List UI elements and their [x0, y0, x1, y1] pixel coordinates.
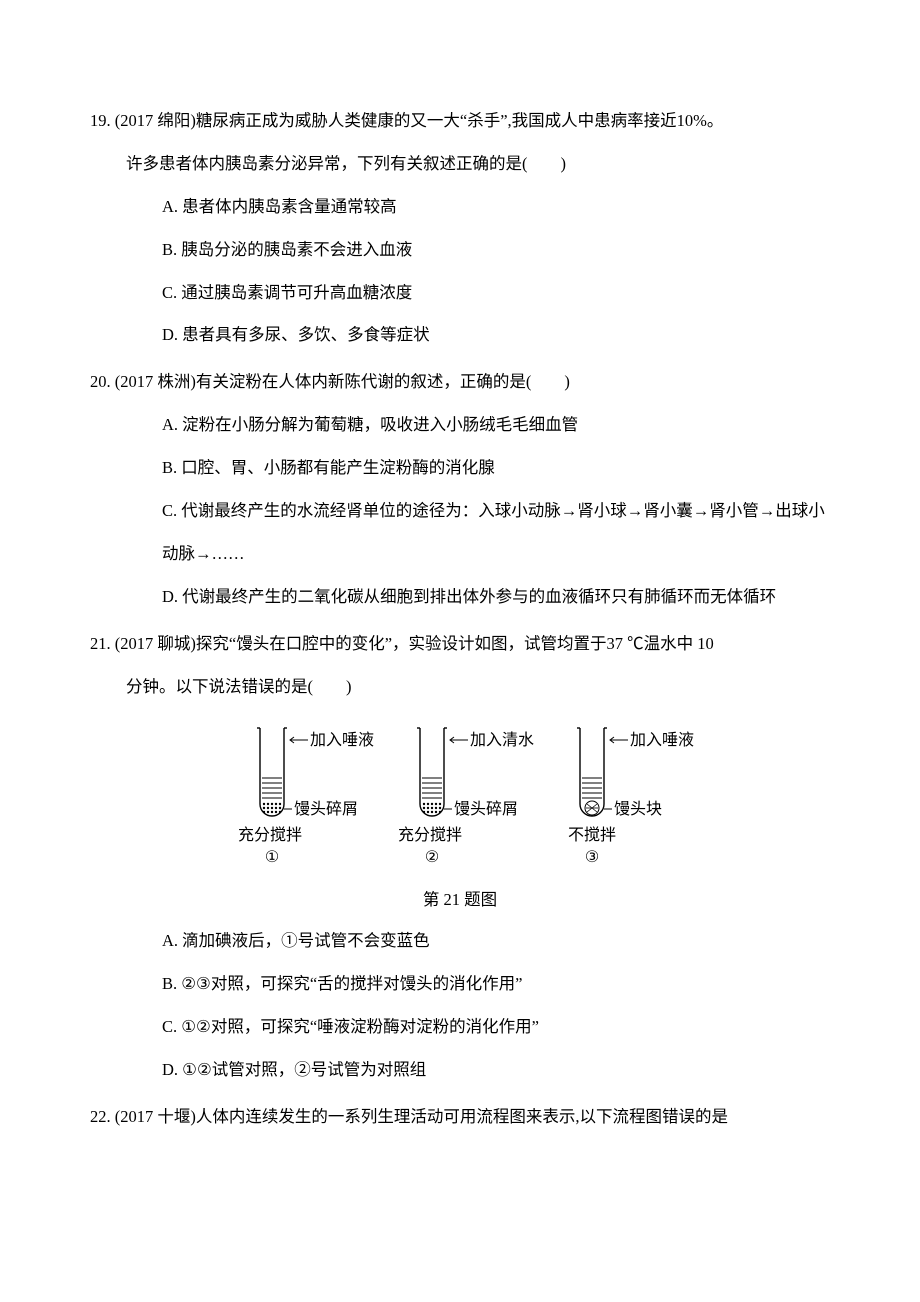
- svg-text:加入唾液: 加入唾液: [630, 731, 694, 749]
- option-a: A. 患者体内胰岛素含量通常较高: [162, 186, 830, 229]
- svg-text:充分搅拌: 充分搅拌: [398, 826, 462, 844]
- document-page: 19. (2017 绵阳)糖尿病正成为威胁人类健康的又一大“杀手”,我国成人中患…: [0, 0, 920, 1203]
- svg-text:充分搅拌: 充分搅拌: [238, 826, 302, 844]
- svg-text:不搅拌: 不搅拌: [568, 826, 616, 844]
- question-stem-cont: 分钟。以下说法错误的是( ): [90, 666, 830, 709]
- question-text: (2017 株洲)有关淀粉在人体内新陈代谢的叙述，正确的是( ): [115, 372, 570, 391]
- option-b: B. 口腔、胃、小肠都有能产生淀粉酶的消化腺: [162, 447, 830, 490]
- options: A. 淀粉在小肠分解为葡萄糖，吸收进入小肠绒毛毛细血管 B. 口腔、胃、小肠都有…: [90, 404, 830, 618]
- options: A. 滴加碘液后，①号试管不会变蓝色 B. ②③对照，可探究“舌的搅拌对馒头的消…: [90, 920, 830, 1092]
- svg-text:①: ①: [265, 849, 279, 866]
- option-b: B. 胰岛分泌的胰岛素不会进入血液: [162, 229, 830, 272]
- option-c: C. 通过胰岛素调节可升高血糖浓度: [162, 272, 830, 315]
- svg-text:加入清水: 加入清水: [470, 731, 534, 749]
- question-22: 22. (2017 十堰)人体内连续发生的一系列生理活动可用流程图来表示,以下流…: [90, 1096, 830, 1139]
- question-number: 21.: [90, 634, 111, 653]
- option-d: D. 患者具有多尿、多饮、多食等症状: [162, 314, 830, 357]
- option-a: A. 淀粉在小肠分解为葡萄糖，吸收进入小肠绒毛毛细血管: [162, 404, 830, 447]
- question-number: 20.: [90, 372, 111, 391]
- option-d: D. ①②试管对照，②号试管为对照组: [162, 1049, 830, 1092]
- svg-text:馒头碎屑: 馒头碎屑: [294, 800, 358, 818]
- options: A. 患者体内胰岛素含量通常较高 B. 胰岛分泌的胰岛素不会进入血液 C. 通过…: [90, 186, 830, 358]
- diagram-caption: 第 21 题图: [90, 880, 830, 920]
- svg-text:③: ③: [585, 849, 599, 866]
- option-a: A. 滴加碘液后，①号试管不会变蓝色: [162, 920, 830, 963]
- question-number: 22.: [90, 1107, 111, 1126]
- question-stem: 21. (2017 聊城)探究“馒头在口腔中的变化”，实验设计如图，试管均置于3…: [90, 623, 830, 666]
- svg-text:馒头碎屑: 馒头碎屑: [454, 800, 518, 818]
- question-text: (2017 十堰)人体内连续发生的一系列生理活动可用流程图来表示,以下流程图错误…: [115, 1107, 728, 1126]
- question-stem: 20. (2017 株洲)有关淀粉在人体内新陈代谢的叙述，正确的是( ): [90, 361, 830, 404]
- option-c: C. ①②对照，可探究“唾液淀粉酶对淀粉的消化作用”: [162, 1006, 830, 1049]
- question-stem-cont: 许多患者体内胰岛素分泌异常，下列有关叙述正确的是( ): [90, 143, 830, 186]
- question-21: 21. (2017 聊城)探究“馒头在口腔中的变化”，实验设计如图，试管均置于3…: [90, 623, 830, 1092]
- option-d: D. 代谢最终产生的二氧化碳从细胞到排出体外参与的血液循环只有肺循环而无体循环: [162, 576, 830, 619]
- svg-text:加入唾液: 加入唾液: [310, 731, 374, 749]
- question-stem: 19. (2017 绵阳)糖尿病正成为威胁人类健康的又一大“杀手”,我国成人中患…: [90, 100, 830, 143]
- option-c: C. 代谢最终产生的水流经肾单位的途径为：入球小动脉→肾小球→肾小囊→肾小管→出…: [162, 490, 830, 576]
- svg-text:馒头块: 馒头块: [614, 800, 662, 818]
- question-text: (2017 绵阳)糖尿病正成为威胁人类健康的又一大“杀手”,我国成人中患病率接近…: [115, 111, 724, 130]
- experiment-diagram: 加入唾液馒头碎屑充分搅拌 ① 加入清水馒头碎屑充分搅拌 ② 加入唾液馒头块不搅拌 ③: [90, 716, 830, 876]
- question-text: (2017 聊城)探究“馒头在口腔中的变化”，实验设计如图，试管均置于37 ℃温…: [115, 634, 714, 653]
- question-20: 20. (2017 株洲)有关淀粉在人体内新陈代谢的叙述，正确的是( ) A. …: [90, 361, 830, 618]
- svg-text:②: ②: [425, 849, 439, 866]
- question-stem: 22. (2017 十堰)人体内连续发生的一系列生理活动可用流程图来表示,以下流…: [90, 1096, 830, 1139]
- test-tubes-svg: 加入唾液馒头碎屑充分搅拌 ① 加入清水馒头碎屑充分搅拌 ② 加入唾液馒头块不搅拌 ③: [220, 716, 700, 876]
- question-number: 19.: [90, 111, 111, 130]
- option-b: B. ②③对照，可探究“舌的搅拌对馒头的消化作用”: [162, 963, 830, 1006]
- question-19: 19. (2017 绵阳)糖尿病正成为威胁人类健康的又一大“杀手”,我国成人中患…: [90, 100, 830, 357]
